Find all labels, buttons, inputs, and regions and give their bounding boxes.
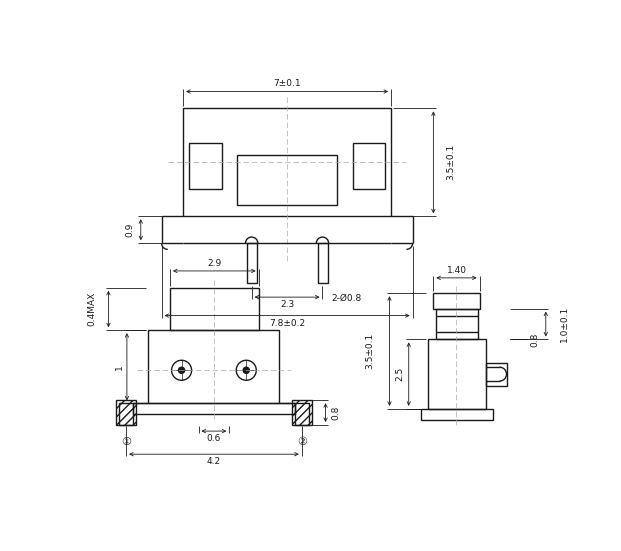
Text: 2.3: 2.3 <box>280 300 294 309</box>
Bar <box>237 155 337 205</box>
Text: 0.8: 0.8 <box>332 406 341 420</box>
Bar <box>295 403 309 425</box>
Bar <box>428 339 486 409</box>
Bar <box>170 288 258 330</box>
Bar <box>183 109 391 217</box>
Bar <box>486 363 507 386</box>
Bar <box>247 243 257 283</box>
Text: 2.9: 2.9 <box>207 259 222 268</box>
Text: 1: 1 <box>115 364 124 370</box>
Text: 2-Ø0.8: 2-Ø0.8 <box>332 294 362 303</box>
Text: 0.9: 0.9 <box>125 223 135 237</box>
Bar <box>421 409 492 419</box>
Text: 2.5: 2.5 <box>395 367 404 381</box>
Text: 4.2: 4.2 <box>207 457 221 466</box>
Text: 1.0±0.1: 1.0±0.1 <box>560 306 569 342</box>
Bar <box>318 243 328 283</box>
Circle shape <box>243 367 250 374</box>
Bar <box>292 400 312 425</box>
Circle shape <box>178 367 184 374</box>
Bar <box>436 309 478 339</box>
Text: 0.4MAX: 0.4MAX <box>87 292 96 326</box>
Text: 1.40: 1.40 <box>446 266 466 274</box>
Text: 3.5±0.1: 3.5±0.1 <box>446 144 455 181</box>
Text: ②: ② <box>297 437 307 447</box>
Bar <box>119 403 133 425</box>
Bar <box>433 293 479 309</box>
Text: 7±0.1: 7±0.1 <box>273 79 301 88</box>
Bar <box>148 330 279 403</box>
Text: 0.6: 0.6 <box>207 434 221 444</box>
Text: ①: ① <box>121 437 131 447</box>
Bar <box>133 403 295 414</box>
Text: 0.8: 0.8 <box>530 332 540 347</box>
Bar <box>116 400 136 425</box>
Text: 7.8±0.2: 7.8±0.2 <box>269 319 305 328</box>
Bar <box>189 143 222 190</box>
Text: 3.5±0.1: 3.5±0.1 <box>366 333 374 369</box>
Bar <box>353 143 385 190</box>
